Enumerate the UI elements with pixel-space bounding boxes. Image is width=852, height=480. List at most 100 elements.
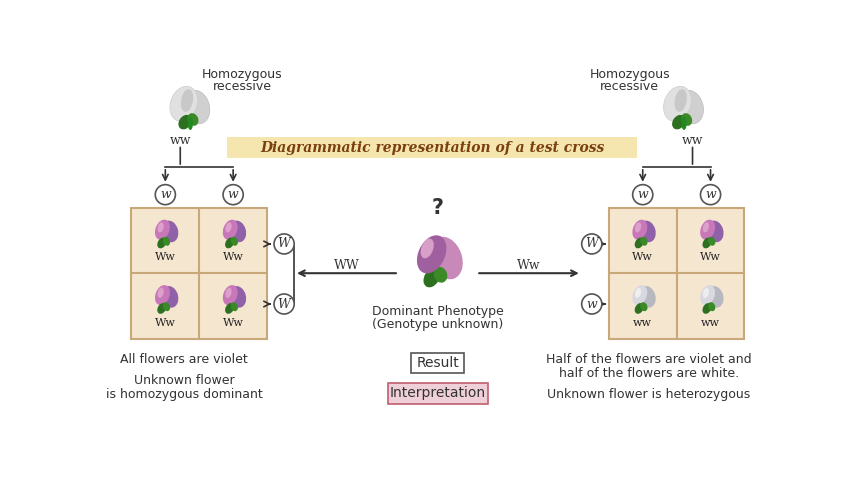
Ellipse shape — [699, 220, 714, 240]
Ellipse shape — [638, 221, 655, 242]
FancyBboxPatch shape — [608, 208, 744, 339]
Text: Ww: Ww — [155, 318, 176, 328]
Text: recessive: recessive — [600, 80, 659, 93]
FancyBboxPatch shape — [131, 208, 267, 339]
Ellipse shape — [638, 286, 655, 308]
Text: Ww: Ww — [222, 318, 244, 328]
Text: w: w — [585, 298, 596, 311]
Text: ww: ww — [632, 318, 652, 328]
FancyBboxPatch shape — [388, 384, 487, 404]
Circle shape — [155, 185, 176, 204]
Ellipse shape — [429, 237, 463, 279]
Circle shape — [223, 185, 243, 204]
Text: is homozygous dominant: is homozygous dominant — [106, 387, 262, 401]
Text: ww: ww — [170, 134, 191, 147]
Ellipse shape — [680, 113, 691, 126]
Ellipse shape — [417, 235, 446, 274]
Text: W: W — [278, 298, 291, 311]
Ellipse shape — [634, 303, 643, 314]
Ellipse shape — [230, 237, 238, 246]
Ellipse shape — [155, 285, 170, 305]
Ellipse shape — [671, 115, 684, 130]
Ellipse shape — [423, 268, 440, 288]
Ellipse shape — [225, 303, 234, 314]
Ellipse shape — [181, 89, 193, 112]
Text: w: w — [227, 188, 239, 201]
Text: Ww: Ww — [699, 252, 720, 263]
Text: Interpretation: Interpretation — [389, 386, 485, 400]
Ellipse shape — [178, 115, 192, 130]
Ellipse shape — [161, 221, 178, 242]
Ellipse shape — [229, 286, 246, 308]
Ellipse shape — [677, 90, 703, 124]
Circle shape — [273, 294, 294, 314]
Circle shape — [581, 234, 602, 254]
Ellipse shape — [663, 86, 690, 121]
Ellipse shape — [640, 302, 647, 311]
Ellipse shape — [225, 288, 232, 298]
Ellipse shape — [702, 238, 711, 248]
Ellipse shape — [706, 221, 722, 242]
Text: w: w — [160, 188, 170, 201]
Ellipse shape — [187, 117, 193, 130]
Text: Ww: Ww — [516, 259, 540, 272]
Text: Homozygous: Homozygous — [202, 68, 282, 81]
Ellipse shape — [707, 237, 715, 246]
Ellipse shape — [631, 285, 647, 305]
Text: Homozygous: Homozygous — [589, 68, 670, 81]
Ellipse shape — [631, 220, 647, 240]
Ellipse shape — [634, 288, 641, 298]
Ellipse shape — [433, 267, 446, 283]
Ellipse shape — [225, 238, 234, 248]
Ellipse shape — [157, 238, 166, 248]
Ellipse shape — [634, 238, 643, 248]
Text: Ww: Ww — [222, 252, 244, 263]
Ellipse shape — [161, 286, 178, 308]
Ellipse shape — [184, 90, 210, 124]
Ellipse shape — [230, 302, 238, 311]
Text: Result: Result — [416, 356, 458, 370]
Ellipse shape — [420, 239, 434, 258]
Text: Dominant Phenotype: Dominant Phenotype — [371, 305, 503, 318]
Circle shape — [699, 185, 720, 204]
Ellipse shape — [187, 113, 199, 126]
Text: w: w — [636, 188, 648, 201]
Text: (Genotype unknown): (Genotype unknown) — [371, 318, 503, 331]
Text: Unknown flower: Unknown flower — [134, 374, 234, 387]
Text: ?: ? — [431, 198, 443, 218]
Ellipse shape — [163, 302, 170, 311]
Text: All flowers are violet: All flowers are violet — [120, 353, 248, 366]
Text: w: w — [705, 188, 715, 201]
Ellipse shape — [222, 285, 238, 305]
Text: Half of the flowers are violet and: Half of the flowers are violet and — [545, 353, 751, 366]
Ellipse shape — [702, 288, 708, 298]
Text: Ww: Ww — [155, 252, 176, 263]
Ellipse shape — [158, 222, 164, 232]
Circle shape — [581, 294, 602, 314]
Text: ww: ww — [681, 134, 702, 147]
Ellipse shape — [707, 302, 715, 311]
Ellipse shape — [640, 237, 647, 246]
Text: W: W — [278, 238, 291, 251]
Ellipse shape — [225, 222, 232, 232]
Circle shape — [632, 185, 652, 204]
Ellipse shape — [702, 303, 711, 314]
Ellipse shape — [699, 285, 714, 305]
Ellipse shape — [170, 86, 198, 121]
Ellipse shape — [634, 222, 641, 232]
Text: Diagrammatic representation of a test cross: Diagrammatic representation of a test cr… — [260, 141, 603, 155]
Ellipse shape — [222, 220, 238, 240]
Ellipse shape — [163, 237, 170, 246]
Circle shape — [273, 234, 294, 254]
Text: WW: WW — [333, 259, 359, 272]
Ellipse shape — [229, 221, 246, 242]
Text: recessive: recessive — [212, 80, 272, 93]
Text: half of the flowers are white.: half of the flowers are white. — [558, 367, 739, 380]
Text: Ww: Ww — [631, 252, 653, 263]
Text: W: W — [584, 238, 597, 251]
FancyBboxPatch shape — [411, 353, 463, 373]
Text: Unknown flower is heterozygous: Unknown flower is heterozygous — [547, 387, 750, 401]
Ellipse shape — [155, 220, 170, 240]
Ellipse shape — [674, 89, 686, 112]
Text: ww: ww — [700, 318, 719, 328]
